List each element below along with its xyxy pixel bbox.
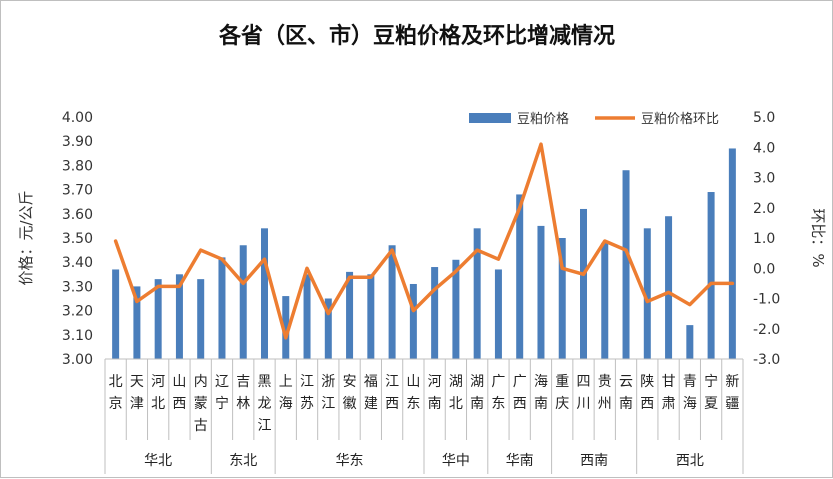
category-label: 山东	[406, 374, 420, 412]
category-label: 湖南	[470, 374, 484, 412]
region-label: 东北	[229, 453, 257, 469]
bar	[240, 245, 247, 359]
bar	[410, 284, 417, 359]
legend-bar-swatch	[469, 113, 511, 123]
category-label: 江苏	[300, 374, 314, 412]
bar	[218, 257, 225, 359]
left-tick-label: 4.00	[62, 110, 93, 126]
bar	[431, 267, 438, 359]
category-label: 云南	[619, 374, 633, 412]
category-label: 安徽	[343, 374, 357, 412]
category-label: 河北	[151, 374, 165, 412]
right-tick-label: 2.0	[753, 201, 775, 217]
category-label: 海南	[534, 374, 548, 412]
left-tick-label: 3.80	[62, 158, 93, 174]
bar	[112, 269, 119, 359]
category-label: 四川	[577, 374, 591, 412]
line-series	[116, 144, 733, 338]
category-label: 吉林	[236, 374, 250, 412]
region-label: 西南	[580, 453, 608, 469]
bar	[304, 274, 311, 359]
left-tick-label: 3.60	[62, 207, 93, 223]
category-label: 重庆	[555, 374, 569, 412]
category-label: 青海	[683, 374, 697, 412]
category-label: 福建	[364, 374, 378, 412]
left-axis-title-text: 价格：元/公斤	[17, 190, 35, 285]
line-series-path	[116, 144, 733, 338]
right-tick-label: 3.0	[753, 171, 775, 187]
bar	[623, 170, 630, 359]
right-axis-title-text: 环比：%	[809, 208, 827, 267]
category-label: 新疆	[725, 374, 739, 412]
left-tick-label: 3.20	[62, 304, 93, 320]
bar	[516, 194, 523, 359]
category-label: 甘肃	[662, 374, 676, 412]
bar	[261, 228, 268, 359]
category-label: 广西	[513, 374, 527, 412]
category-label: 浙江	[321, 374, 335, 412]
legend-line-label: 豆粕价格环比	[641, 111, 719, 127]
category-axis: 北京天津河北山西内蒙古辽宁吉林黑龙江上海江苏浙江安徽福建江西山东河南湖北湖南广东…	[105, 359, 743, 474]
bar	[665, 216, 672, 359]
bar	[708, 192, 715, 359]
left-tick-label: 3.00	[62, 352, 93, 368]
left-tick-label: 3.30	[62, 279, 93, 295]
bar	[474, 228, 481, 359]
bar	[367, 274, 374, 359]
category-label: 山西	[172, 374, 186, 412]
category-label: 江西	[385, 374, 399, 412]
bar	[197, 279, 204, 359]
right-tick-label: -3.0	[753, 352, 780, 368]
category-label: 贵州	[598, 374, 612, 412]
bar	[580, 209, 587, 359]
bar	[537, 226, 544, 359]
category-label: 宁夏	[704, 373, 718, 412]
category-label: 陕西	[640, 374, 654, 412]
category-label: 辽宁	[215, 374, 229, 412]
right-axis-title: 环比：%	[809, 208, 827, 267]
left-tick-label: 3.90	[62, 134, 93, 150]
bar	[155, 279, 162, 359]
legend: 豆粕价格 豆粕价格环比	[469, 111, 719, 127]
category-label: 上海	[279, 374, 293, 412]
right-tick-label: 1.0	[753, 231, 775, 247]
region-label: 华南	[506, 453, 534, 469]
region-label: 华东	[336, 453, 364, 469]
left-axis-ticks: 4.00 3.90 3.80 3.70 3.60 3.50 3.40 3.30 3.20 3.10…	[62, 110, 93, 368]
right-tick-label: 4.0	[753, 140, 775, 156]
region-label: 西北	[676, 453, 704, 469]
bar	[601, 243, 608, 359]
left-axis-title: 价格：元/公斤	[17, 190, 35, 285]
category-label: 天津	[130, 374, 144, 412]
category-label: 内蒙古	[194, 374, 208, 434]
right-tick-label: 5.0	[753, 110, 775, 126]
bar	[495, 269, 502, 359]
legend-bar-label: 豆粕价格	[517, 111, 569, 127]
category-label: 河南	[428, 374, 442, 412]
bar	[729, 148, 736, 359]
category-label: 湖北	[449, 374, 463, 412]
chart-title: 各省（区、市）豆粕价格及环比增减情况	[218, 23, 615, 49]
left-tick-label: 3.70	[62, 183, 93, 199]
right-axis-ticks: 5.0 4.0 3.0 2.0 1.0 0.0 -1.0 -2.0 -3.0	[753, 110, 780, 368]
right-tick-label: 0.0	[753, 261, 775, 277]
right-tick-label: -1.0	[753, 292, 780, 308]
left-tick-label: 3.40	[62, 255, 93, 271]
category-label: 黑龙江	[258, 374, 272, 434]
right-tick-label: -2.0	[753, 322, 780, 338]
category-label: 北京	[109, 374, 123, 412]
left-tick-label: 3.50	[62, 231, 93, 247]
category-label: 广东	[491, 374, 505, 412]
region-label: 华中	[442, 453, 470, 469]
region-label: 华北	[144, 453, 172, 469]
bar	[686, 325, 693, 359]
left-tick-label: 3.10	[62, 328, 93, 344]
